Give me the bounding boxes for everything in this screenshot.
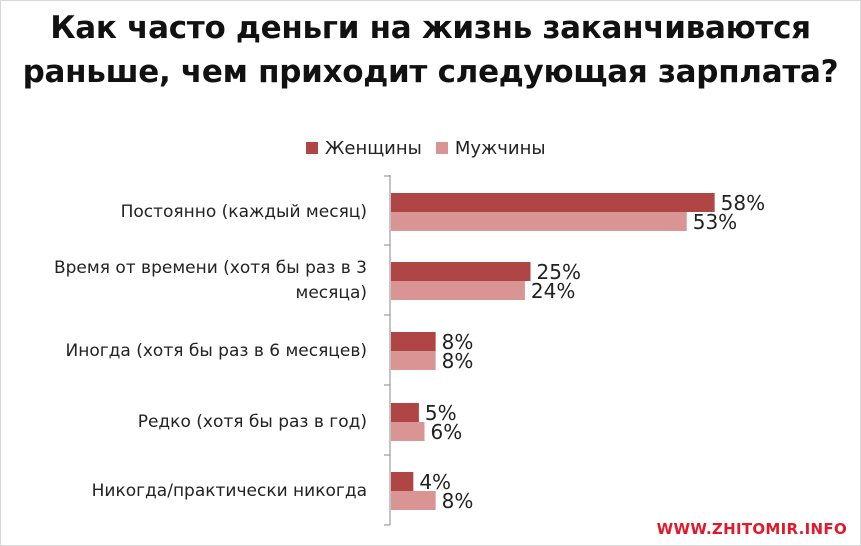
bar-women-2 bbox=[391, 332, 436, 351]
legend-label-women: Женщины bbox=[325, 137, 422, 159]
category-label-line: Никогда/практически никогда bbox=[91, 480, 367, 501]
chart-title-line-1: Как часто деньги на жизнь заканчиваются bbox=[50, 10, 811, 46]
bar-men-0 bbox=[391, 212, 687, 231]
bar-men-1 bbox=[391, 281, 525, 300]
bar-women-0 bbox=[391, 193, 715, 212]
category-label-line: Время от времени (хотя бы раз в 3 bbox=[53, 258, 367, 278]
category-label-line: Постоянно (каждый месяц) bbox=[120, 201, 367, 222]
category-label-line: Иногда (хотя бы раз в 6 месяцев) bbox=[65, 340, 367, 361]
category-label-2: Иногда (хотя бы раз в 6 месяцев) bbox=[0, 339, 367, 364]
bar-women-4 bbox=[391, 472, 414, 491]
category-label-line: Редко (хотя бы раз в год) bbox=[137, 411, 367, 432]
category-label-1: Время от времени (хотя бы раз в 3 месяца) bbox=[0, 256, 367, 306]
data-label-men-2: 8% bbox=[442, 349, 474, 373]
bar-women-1 bbox=[391, 262, 531, 281]
legend-item-men: Мужчины bbox=[435, 137, 546, 159]
legend-swatch-women bbox=[306, 142, 318, 154]
bar-men-2 bbox=[391, 351, 436, 370]
category-label-3: Редко (хотя бы раз в год) bbox=[0, 410, 367, 435]
bar-men-3 bbox=[391, 422, 425, 441]
data-label-men-1: 24% bbox=[531, 279, 575, 303]
legend-item-women: Женщины bbox=[306, 138, 422, 159]
legend-label-men: Мужчины bbox=[454, 137, 546, 159]
legend-swatch-men bbox=[435, 142, 448, 154]
data-label-men-0: 53% bbox=[693, 210, 737, 234]
watermark: WWW.ZHITOMIR.INFO bbox=[656, 520, 847, 538]
data-label-women-3: 5% bbox=[425, 401, 457, 425]
data-label-men-3: 6% bbox=[430, 420, 462, 444]
data-label-women-2: 8% bbox=[442, 330, 474, 354]
data-label-women-0: 58% bbox=[721, 191, 765, 215]
legend: Женщины Мужчины bbox=[306, 136, 560, 160]
data-label-men-4: 8% bbox=[442, 489, 474, 513]
data-label-women-4: 4% bbox=[419, 470, 451, 494]
chart-title: Как часто деньги на жизнь заканчиваются … bbox=[0, 6, 861, 94]
bar-women-3 bbox=[391, 403, 419, 422]
data-label-women-1: 25% bbox=[537, 260, 581, 284]
bar-men-4 bbox=[391, 491, 436, 510]
category-label-0: Постоянно (каждый месяц) bbox=[0, 200, 367, 225]
chart-title-line-2: раньше, чем приходит следующая зарплата? bbox=[22, 54, 839, 90]
category-label-4: Никогда/практически никогда bbox=[0, 479, 367, 504]
category-label-line: месяца) bbox=[295, 283, 367, 303]
